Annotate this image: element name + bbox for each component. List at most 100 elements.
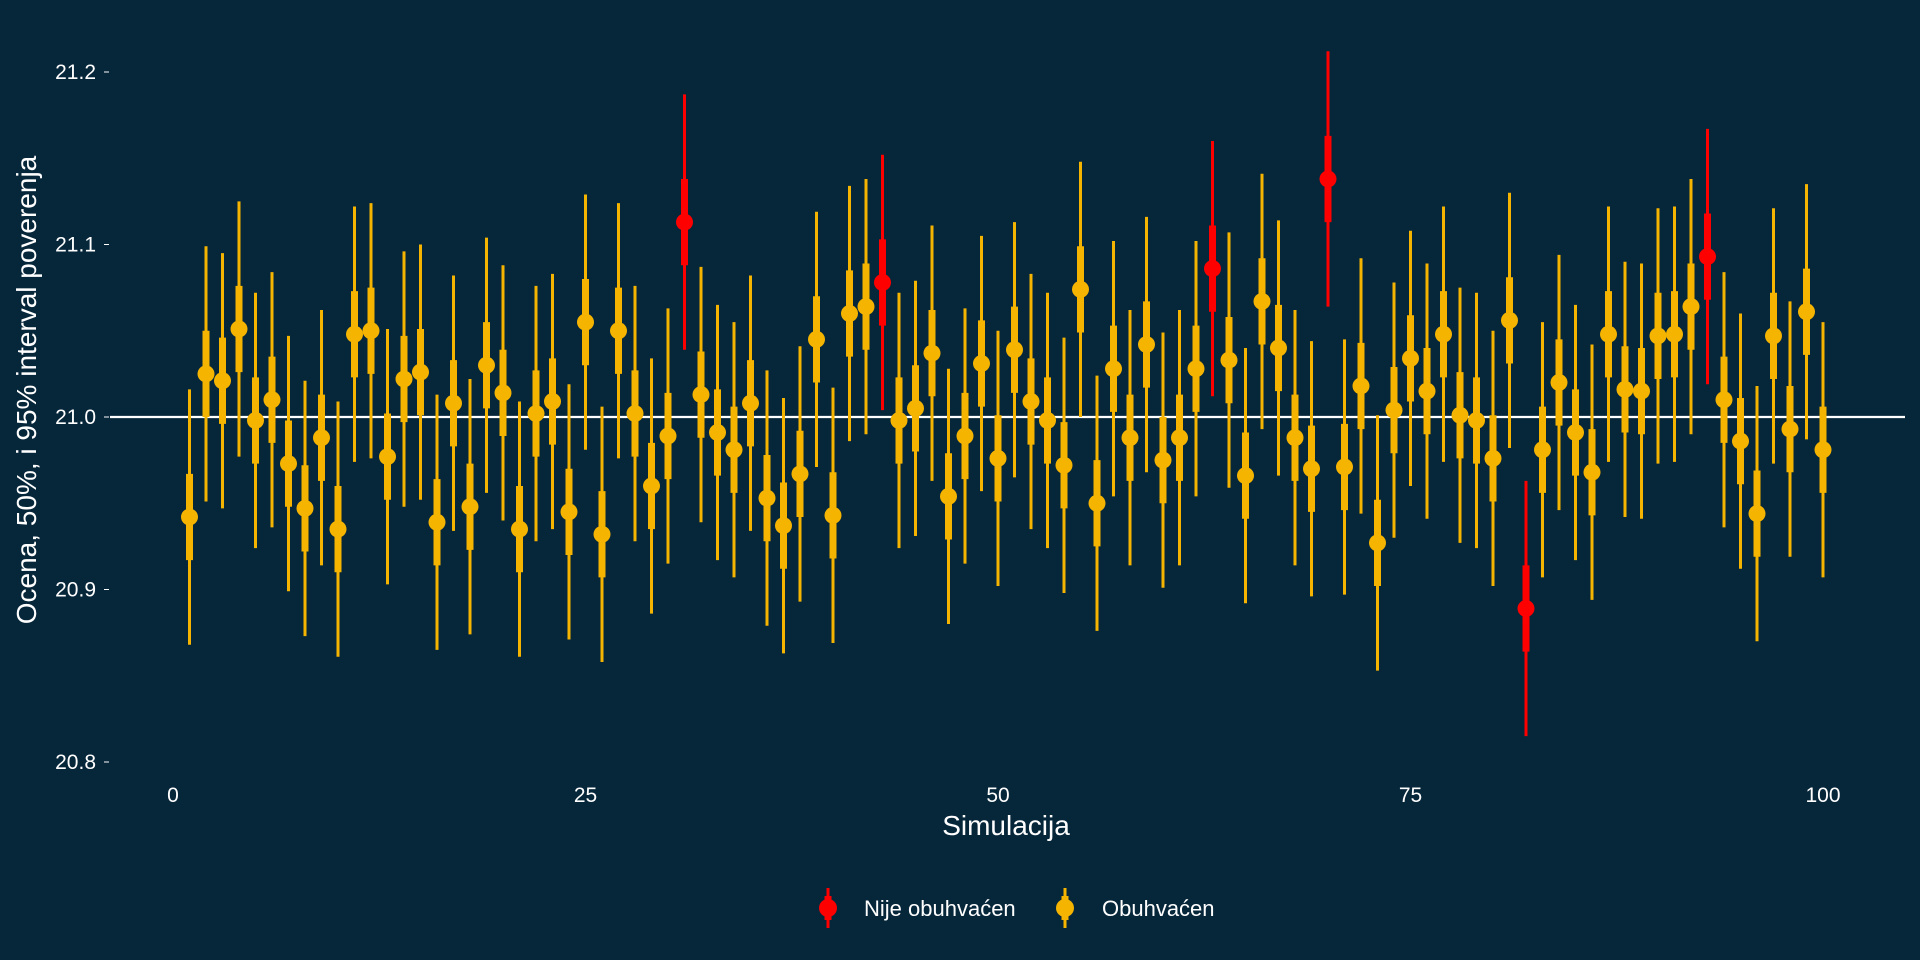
interval-covered xyxy=(1138,216,1155,473)
estimate-point xyxy=(1583,463,1601,481)
estimate-point xyxy=(346,325,363,343)
interval-covered xyxy=(1336,339,1353,595)
estimate-point xyxy=(197,365,215,383)
interval-covered xyxy=(1583,344,1601,600)
estimate-point xyxy=(560,503,578,521)
interval-covered xyxy=(956,308,974,564)
interval-covered xyxy=(395,251,413,507)
interval-covered xyxy=(940,368,957,624)
estimate-point xyxy=(296,499,314,517)
interval-covered xyxy=(1253,173,1271,430)
estimate-point xyxy=(692,386,710,404)
interval-covered xyxy=(1006,222,1023,478)
interval-covered xyxy=(1732,313,1749,569)
legend-item: Obuhvaćen xyxy=(1056,888,1215,928)
interval-covered xyxy=(428,394,446,650)
interval-not-covered xyxy=(1204,141,1221,397)
estimate-point xyxy=(214,372,231,390)
interval-covered xyxy=(494,265,512,521)
interval-covered xyxy=(1121,310,1139,566)
interval-covered xyxy=(263,272,281,528)
estimate-point xyxy=(1649,327,1667,345)
interval-covered xyxy=(1303,341,1320,597)
interval-covered xyxy=(775,398,792,654)
x-axis-ticks: 0 25 50 75 100 xyxy=(167,784,1840,807)
y-tick-label: 21.1 xyxy=(55,234,96,257)
estimate-point xyxy=(247,411,264,429)
interval-covered xyxy=(1814,322,1832,578)
interval-covered xyxy=(214,253,231,509)
interval-covered xyxy=(280,335,297,592)
interval-covered xyxy=(412,244,429,500)
estimate-point xyxy=(874,273,891,291)
interval-covered xyxy=(1352,258,1370,514)
interval-covered xyxy=(1088,375,1106,631)
estimate-point xyxy=(1369,534,1386,552)
estimate-point xyxy=(395,370,413,388)
estimate-point xyxy=(1204,260,1221,278)
interval-covered xyxy=(1286,310,1304,566)
interval-covered xyxy=(643,358,660,614)
interval-not-covered xyxy=(1319,51,1337,307)
interval-covered xyxy=(1633,263,1650,519)
estimate-point xyxy=(1666,325,1683,343)
estimate-point xyxy=(1633,382,1650,400)
interval-covered xyxy=(1567,304,1584,561)
estimate-point xyxy=(1121,429,1139,447)
interval-covered xyxy=(1484,330,1502,587)
estimate-point xyxy=(1138,336,1155,354)
interval-covered xyxy=(461,379,479,635)
interval-covered xyxy=(1748,385,1766,642)
interval-covered xyxy=(791,346,809,602)
interval-covered xyxy=(1418,263,1436,519)
estimate-point xyxy=(593,525,611,543)
interval-covered xyxy=(1055,337,1073,593)
estimate-point xyxy=(1286,429,1304,447)
interval-covered xyxy=(808,211,825,468)
estimate-point xyxy=(1187,360,1205,378)
estimate-point xyxy=(742,394,759,412)
estimate-point xyxy=(1732,432,1749,450)
interval-covered xyxy=(1435,206,1452,462)
estimate-point xyxy=(1253,292,1271,310)
interval-covered xyxy=(1666,206,1683,462)
estimate-point xyxy=(1715,391,1733,409)
interval-covered xyxy=(1715,272,1733,528)
interval-covered xyxy=(1220,232,1238,488)
estimate-point xyxy=(890,411,908,429)
y-axis-ticks: 20.8 20.9 21.0 21.1 21.2 xyxy=(55,61,109,774)
estimate-point xyxy=(379,448,396,466)
y-tick-label: 20.9 xyxy=(55,579,96,602)
legend-item: Nije obuhvaćen xyxy=(819,888,1016,928)
interval-covered xyxy=(1154,332,1172,588)
interval-covered xyxy=(1385,282,1403,538)
y-tick-label: 20.8 xyxy=(55,751,96,774)
estimate-point xyxy=(643,477,660,495)
estimate-point xyxy=(1748,505,1766,523)
estimate-point xyxy=(527,405,545,423)
estimate-point xyxy=(907,399,924,417)
y-axis-title: Ocena, 50%, i 95% interval poverenja xyxy=(11,155,42,624)
estimate-point xyxy=(577,313,594,331)
legend-label: Nije obuhvaćen xyxy=(864,896,1016,921)
interval-covered xyxy=(1187,241,1205,497)
interval-covered xyxy=(197,246,215,502)
interval-covered xyxy=(626,285,644,542)
estimate-point xyxy=(544,392,561,410)
estimate-point xyxy=(610,322,627,340)
interval-covered xyxy=(511,401,528,657)
estimate-point xyxy=(1171,429,1188,447)
estimate-point xyxy=(461,498,479,516)
estimate-point xyxy=(1600,325,1617,343)
interval-covered xyxy=(379,329,396,585)
estimate-point xyxy=(1072,280,1089,298)
estimate-point xyxy=(478,356,495,374)
estimate-point xyxy=(1006,341,1023,359)
interval-covered xyxy=(247,292,264,549)
interval-covered xyxy=(1534,322,1551,578)
estimate-point xyxy=(428,513,446,531)
estimate-point xyxy=(1781,420,1799,438)
estimate-point xyxy=(1303,460,1320,478)
estimate-point xyxy=(808,330,825,348)
